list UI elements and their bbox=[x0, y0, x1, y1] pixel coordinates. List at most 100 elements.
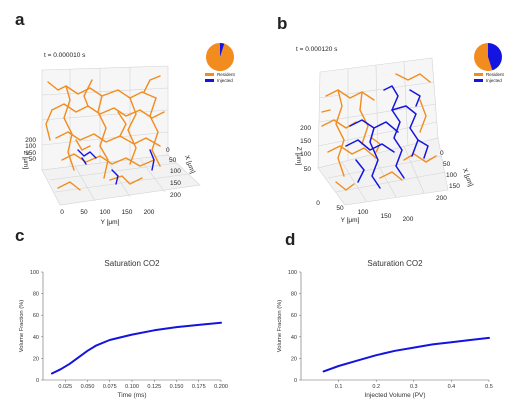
panel-a-y-tick: 100 bbox=[100, 209, 111, 216]
panel-letter-c: c bbox=[15, 226, 25, 245]
panel-b-z-tick: 200 bbox=[300, 125, 311, 132]
panel-b-z-tick: 50 bbox=[304, 166, 312, 173]
panel-a-x-tick: 150 bbox=[170, 180, 181, 187]
panel-c-title: Saturation CO2 bbox=[104, 259, 160, 268]
legend-swatch-resident bbox=[205, 73, 214, 76]
panel-a-y-tick: 150 bbox=[122, 209, 133, 216]
panel-c-x-tick-label: 0.075 bbox=[103, 384, 117, 390]
panel-a-pie-slice-injected bbox=[220, 43, 225, 57]
panel-a-injected-network bbox=[77, 149, 155, 185]
panel-a-y-label: Y [μm] bbox=[101, 219, 120, 226]
panel-a-resident-network bbox=[45, 75, 165, 191]
panel-b-y-tick: 100 bbox=[358, 209, 369, 216]
panel-letter-d: d bbox=[285, 230, 296, 249]
panel-d-y-tick-label: 80 bbox=[291, 292, 297, 298]
panel-c-x-tick-label: 0.025 bbox=[58, 384, 72, 390]
legend-label-injected: Injected bbox=[217, 78, 233, 83]
panel-c-y-label: Volume Fraction (%) bbox=[19, 300, 25, 353]
legend-swatch-resident bbox=[474, 73, 483, 76]
panel-c-y-tick-label: 40 bbox=[33, 335, 39, 341]
panel-a-z-tick: 150 bbox=[25, 150, 36, 157]
panel-d-y-tick-label: 20 bbox=[291, 356, 297, 362]
time-label-b: t = 0.000120 s bbox=[296, 46, 338, 53]
panel-b-x-tick: 50 bbox=[443, 161, 451, 168]
panel-a-y-tick: 50 bbox=[80, 209, 88, 216]
panel-b-axes: 50 100 150 200 Z [μm] 0 50 100 150 200 Y… bbox=[295, 125, 474, 224]
panel-c-x-tick-label: 0.050 bbox=[81, 384, 95, 390]
panel-c-x-tick-label: 0.200 bbox=[214, 384, 228, 390]
panel-a-x-tick: 0 bbox=[166, 147, 170, 154]
panel-a-z-label: Z [μm] bbox=[22, 151, 29, 170]
panel-c-line-chart: Saturation CO2 0 20 40 60 80 100 0.025 0.050 0.07… bbox=[19, 259, 228, 399]
panel-a-z-tick: 200 bbox=[25, 137, 36, 144]
panel-d-x-tick-label: 0.3 bbox=[410, 384, 418, 390]
panel-b-y-tick: 0 bbox=[316, 200, 320, 207]
panel-d-x-tick-label: 0.2 bbox=[372, 384, 380, 390]
panel-c-y-tick-label: 60 bbox=[33, 313, 39, 319]
panel-a-x-tick: 200 bbox=[170, 192, 181, 199]
panel-d-title: Saturation CO2 bbox=[367, 259, 423, 268]
panel-d-x-tick-label: 0.5 bbox=[485, 384, 493, 390]
panel-b-z-tick: 100 bbox=[300, 151, 311, 158]
panel-b-pie bbox=[473, 43, 502, 72]
panel-d-x-label: Injected Volume (PV) bbox=[364, 392, 425, 399]
panel-c-y-tick-label: 100 bbox=[30, 270, 39, 276]
panel-b-z-label: Z [μm] bbox=[295, 147, 302, 166]
panel-c-y-tick-label: 20 bbox=[33, 356, 39, 362]
legend-label-injected: Injected bbox=[486, 78, 502, 83]
panel-c-x-tick-label: 0.150 bbox=[170, 384, 184, 390]
panel-b-y-label: Y [μm] bbox=[341, 217, 360, 224]
panel-a-x-tick: 100 bbox=[170, 168, 181, 175]
panel-d-y-tick-label: 100 bbox=[288, 270, 297, 276]
panel-b-pie-slice-resident bbox=[473, 43, 493, 72]
panel-a-x-tick: 50 bbox=[169, 157, 177, 164]
panel-b-x-tick: 100 bbox=[446, 172, 457, 179]
panel-a-z-tick: 100 bbox=[25, 143, 36, 150]
panel-b-3d-plot bbox=[317, 57, 449, 206]
panel-b-z-tick: 150 bbox=[300, 138, 311, 145]
panel-c-x-tick-label: 0.125 bbox=[147, 384, 161, 390]
panel-d-series-line bbox=[322, 336, 490, 373]
panel-letter-b: b bbox=[277, 14, 288, 33]
panel-d-y-label: Volume Fraction (%) bbox=[277, 300, 283, 353]
panel-b-x-tick: 0 bbox=[440, 150, 444, 157]
panel-d-y-tick-label: 0 bbox=[294, 378, 297, 384]
panel-d-y-tick-label: 60 bbox=[291, 313, 297, 319]
panel-b-injected-network bbox=[345, 85, 429, 189]
legend-swatch-injected bbox=[474, 79, 483, 82]
panel-b-x-tick: 150 bbox=[449, 183, 460, 190]
panel-letter-a: a bbox=[15, 10, 25, 29]
panel-d-line-chart: Saturation CO2 0 20 40 60 80 100 0.1 0.2 0.3 0.4 0.… bbox=[277, 259, 493, 399]
panel-a-3d-plot bbox=[41, 65, 201, 206]
panel-b-y-tick: 150 bbox=[381, 213, 392, 220]
legend-label-resident: Resident bbox=[486, 72, 505, 77]
panel-a-pie-slice-resident bbox=[206, 43, 235, 71]
panel-b-y-tick: 200 bbox=[403, 216, 414, 223]
panel-c-x-tick-label: 0.100 bbox=[125, 384, 139, 390]
panel-a-axes: 50 100 150 200 Z [μm] 0 50 100 150 200 Y… bbox=[22, 137, 196, 226]
panel-c-y-tick-label: 0 bbox=[36, 378, 39, 384]
panel-c-x-label: Time (ms) bbox=[117, 392, 146, 399]
time-label-a: t = 0.000010 s bbox=[44, 52, 86, 59]
panel-c-y-tick-label: 80 bbox=[33, 292, 39, 298]
legend-label-resident: Resident bbox=[217, 72, 236, 77]
panel-d-x-tick-label: 0.1 bbox=[335, 384, 343, 390]
panel-a-z-tick: 50 bbox=[29, 156, 37, 163]
panel-a-pie bbox=[206, 43, 235, 71]
panel-b-x-label: X [μm] bbox=[461, 167, 474, 187]
panel-b-y-tick: 50 bbox=[336, 205, 344, 212]
panel-d-y-tick-label: 40 bbox=[291, 335, 297, 341]
panel-c-x-tick-label: 0.175 bbox=[192, 384, 206, 390]
panel-b-grid bbox=[317, 57, 449, 206]
panel-c-series-line bbox=[50, 321, 222, 375]
panel-a-y-tick: 200 bbox=[144, 209, 155, 216]
panel-b-pie-slice-injected bbox=[488, 43, 502, 71]
legend-swatch-injected bbox=[205, 79, 214, 82]
panel-b-legend: Resident Injected bbox=[474, 72, 505, 83]
panel-b-x-tick: 200 bbox=[436, 195, 447, 202]
panel-a-y-tick: 0 bbox=[60, 209, 64, 216]
panel-d-x-tick-label: 0.4 bbox=[448, 384, 456, 390]
panel-a-grid bbox=[41, 65, 201, 206]
panel-a-legend: Resident Injected bbox=[205, 72, 236, 83]
